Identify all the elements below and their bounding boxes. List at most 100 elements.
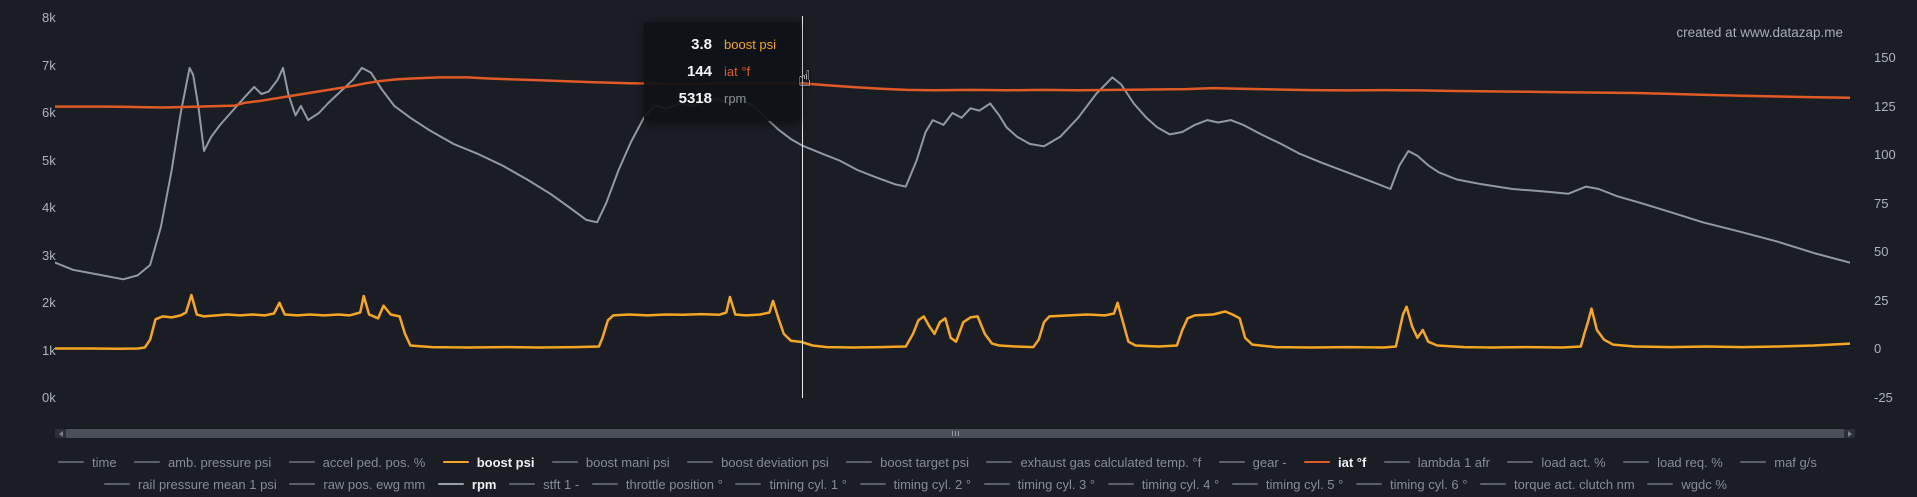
legend-item-amb-pressure-psi[interactable]: amb. pressure psi: [133, 455, 271, 470]
scroll-left-arrow-icon: [58, 430, 63, 437]
legend-swatch-icon: [133, 461, 160, 463]
legend-item-gear[interactable]: gear -: [1218, 454, 1287, 470]
legend-item-raw-pos-ewg-mm[interactable]: raw pos. ewg mm: [289, 477, 425, 492]
legend-label: load act. %: [1541, 454, 1606, 470]
right-axis-tick: -25: [1874, 389, 1893, 405]
legend-swatch-icon: [58, 461, 84, 463]
legend-item-timing-cyl-2[interactable]: timing cyl. 2 °: [859, 476, 972, 492]
scroll-right-button[interactable]: [1844, 429, 1855, 438]
legend-swatch-icon: [437, 483, 464, 485]
left-axis-tick: 2k: [42, 295, 56, 310]
legend-label: torque act. clutch nm: [1514, 476, 1635, 492]
tooltip-row-rpm: 5318 rpm: [654, 85, 786, 112]
legend-label: timing cyl. 5 °: [1265, 476, 1344, 492]
legend-item-boost-psi[interactable]: boost psi: [442, 454, 535, 470]
legend-swatch-icon: [288, 461, 315, 463]
legend-item-boost-target-psi[interactable]: boost target psi: [846, 455, 969, 470]
legend-item-torque-act-clutch-nm[interactable]: torque act. clutch nm: [1480, 477, 1635, 492]
cursor-line: [802, 16, 803, 398]
legend-item-iat-f[interactable]: iat °f: [1304, 455, 1366, 470]
left-axis-tick: 4k: [42, 200, 56, 215]
scrollbar-thumb[interactable]: [66, 429, 1844, 438]
tooltip-label: boost psi: [724, 37, 777, 52]
left-axis-tick: 1k: [42, 342, 56, 358]
legend-label: throttle position °: [625, 476, 723, 492]
legend-item-timing-cyl-3[interactable]: timing cyl. 3 °: [983, 476, 1096, 492]
legend-item-stft-1[interactable]: stft 1 -: [509, 477, 579, 492]
legend-label: rpm: [471, 476, 497, 492]
legend-item-boost-mani-psi[interactable]: boost mani psi: [551, 454, 670, 470]
tooltip-label: rpm: [724, 91, 747, 106]
horizontal-scrollbar[interactable]: [55, 429, 1855, 438]
legend-swatch-icon: [442, 461, 469, 463]
legend-item-load-req[interactable]: load req. %: [1623, 455, 1723, 470]
legend-swatch-icon: [1623, 461, 1650, 463]
scrollbar-grip-icon: [954, 431, 956, 436]
legend-item-timing-cyl-1[interactable]: timing cyl. 1 °: [735, 476, 847, 492]
legend-row: time amb. pressure psi accel ped. pos. % bo…: [58, 452, 1817, 472]
tooltip-row-iat-f: 144 iat °f: [654, 58, 786, 85]
legend-label: boost mani psi: [585, 454, 670, 470]
series-rpm: [55, 66, 1850, 281]
legend-item-lambda-1-afr[interactable]: lambda 1 afr: [1383, 455, 1490, 470]
legend-swatch-icon: [735, 483, 762, 485]
hand-cursor-icon: ☝: [798, 66, 812, 91]
legend-label: maf g/s: [1774, 454, 1817, 470]
legend-swatch-icon: [1107, 483, 1134, 485]
scroll-right-arrow-icon: [1847, 430, 1852, 437]
legend-swatch-icon: [687, 461, 714, 463]
tooltip-value: 3.8: [691, 36, 712, 53]
legend-label: load req. %: [1657, 454, 1723, 470]
legend-item-accel-ped-pos[interactable]: accel ped. pos. %: [288, 454, 426, 470]
legend-item-maf-g-s[interactable]: maf g/s: [1740, 455, 1817, 470]
legend-swatch-icon: [846, 461, 873, 463]
series-iat-f: [55, 76, 1850, 109]
tooltip-value: 144: [686, 63, 712, 80]
legend-item-timing-cyl-5[interactable]: timing cyl. 5 °: [1231, 476, 1344, 492]
right-axis-tick: 0: [1874, 341, 1882, 357]
legend-item-load-act[interactable]: load act. %: [1507, 454, 1606, 470]
left-axis-tick: 8k: [42, 10, 56, 25]
legend-swatch-icon: [104, 483, 130, 485]
legend-label: boost deviation psi: [721, 454, 829, 470]
legend-label: timing cyl. 3 °: [1017, 476, 1096, 492]
chart-plot[interactable]: [55, 16, 1850, 400]
legend-item-rail-pressure-mean-1-psi[interactable]: rail pressure mean 1 psi: [104, 477, 277, 492]
legend-label: stft 1 -: [543, 476, 580, 492]
right-axis-tick: 150: [1874, 50, 1896, 65]
legend-swatch-icon: [1740, 461, 1767, 463]
legend-label: rail pressure mean 1 psi: [138, 476, 277, 492]
tooltip-row-boost-psi: 3.8 boost psi: [654, 31, 786, 58]
right-axis-tick: 75: [1874, 195, 1889, 211]
tooltip-value: 5318: [678, 90, 712, 107]
legend-label: gear -: [1252, 454, 1287, 470]
legend-label: boost psi: [476, 454, 535, 470]
legend-label: timing cyl. 1 °: [769, 476, 847, 492]
legend-item-rpm[interactable]: rpm: [437, 476, 497, 492]
scrollbar-grip-icon: [951, 431, 953, 436]
legend-item-time[interactable]: time: [58, 455, 117, 470]
legend-item-timing-cyl-4[interactable]: timing cyl. 4 °: [1107, 477, 1219, 492]
legend-label: timing cyl. 2 °: [893, 476, 972, 492]
legend-item-exhaust-gas-calculated-temp-f[interactable]: exhaust gas calculated temp. °f: [986, 455, 1201, 470]
legend-row: rail pressure mean 1 psi raw pos. ewg mm r…: [104, 474, 1727, 494]
legend-swatch-icon: [983, 483, 1010, 485]
legend-swatch-icon: [509, 483, 536, 485]
tooltip-label: iat °f: [724, 64, 751, 79]
legend-label: accel ped. pos. %: [322, 454, 426, 470]
left-axis-tick: 0k: [42, 390, 56, 405]
legend-swatch-icon: [986, 461, 1013, 463]
legend-swatch-icon: [551, 461, 578, 463]
legend-item-wgdc[interactable]: wgdc %: [1647, 477, 1727, 492]
scrollbar-grip-icon: [957, 431, 959, 436]
legend-item-boost-deviation-psi[interactable]: boost deviation psi: [687, 455, 829, 470]
left-axis-tick: 5k: [42, 152, 56, 168]
scroll-left-button[interactable]: [55, 429, 66, 438]
legend-swatch-icon: [1304, 461, 1330, 463]
legend-item-timing-cyl-6[interactable]: timing cyl. 6 °: [1355, 477, 1467, 492]
legend-item-throttle-position[interactable]: throttle position °: [591, 476, 723, 492]
legend-swatch-icon: [859, 483, 886, 485]
legend-swatch-icon: [1507, 461, 1534, 463]
legend-swatch-icon: [591, 483, 618, 485]
legend-swatch-icon: [1480, 483, 1507, 485]
